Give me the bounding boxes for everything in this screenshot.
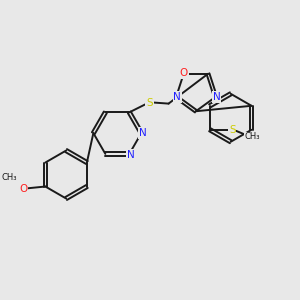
Text: S: S xyxy=(146,98,153,107)
Text: N: N xyxy=(127,150,134,160)
Text: CH₃: CH₃ xyxy=(244,132,260,141)
Text: N: N xyxy=(173,92,181,102)
Text: CH₃: CH₃ xyxy=(1,173,16,182)
Text: S: S xyxy=(229,125,236,135)
Text: O: O xyxy=(179,68,188,78)
Text: N: N xyxy=(139,128,147,138)
Text: N: N xyxy=(213,92,220,102)
Text: O: O xyxy=(20,184,28,194)
